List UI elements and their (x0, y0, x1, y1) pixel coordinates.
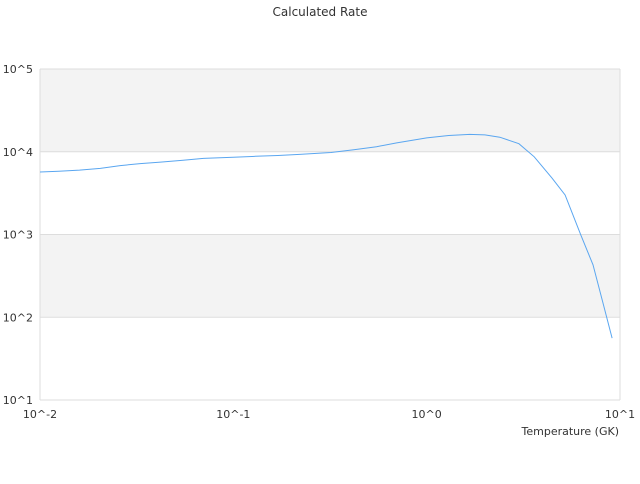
y-tick-label: 10^5 (3, 63, 33, 76)
chart-title: Calculated Rate (273, 5, 368, 19)
x-tick-label: 10^1 (605, 408, 635, 421)
x-tick-label: 10^-1 (216, 408, 250, 421)
y-tick-label: 10^4 (3, 146, 33, 159)
x-axis-label: Temperature (GK) (521, 425, 620, 438)
x-tick-label: 10^-2 (23, 408, 57, 421)
x-tick-label: 10^0 (412, 408, 442, 421)
y-tick-label: 10^2 (3, 311, 33, 324)
y-tick-label: 10^1 (3, 394, 33, 407)
grid-band (40, 234, 620, 318)
y-tick-label: 10^3 (3, 229, 33, 242)
grid-band (40, 69, 620, 152)
series-line (39, 133, 613, 339)
